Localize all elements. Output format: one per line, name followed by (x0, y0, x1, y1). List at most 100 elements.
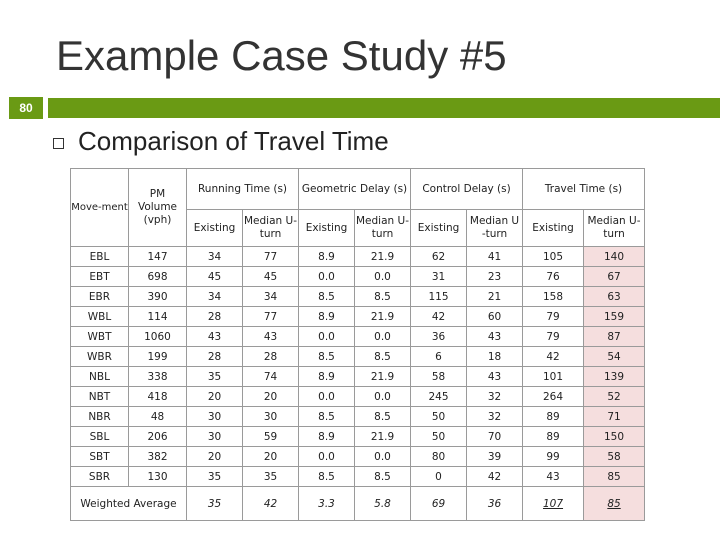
weighted-average-geometric-median: 5.8 (353, 486, 412, 521)
table-row: WBT 1060 43 43 0.0 0.0 36 43 79 87 (70, 326, 646, 347)
cell-running-median: 45 (242, 266, 299, 287)
weighted-average-running-existing: 35 (186, 486, 243, 521)
header-travel-time: Travel Time (s) (522, 168, 646, 210)
cell-running-median: 35 (242, 466, 299, 487)
subheader-control-median: Median U -turn (466, 209, 524, 247)
cell-movement: EBR (70, 286, 129, 307)
table-row: SBL 206 30 59 8.9 21.9 50 70 89 150 (70, 426, 646, 447)
cell-geometric-median: 0.0 (353, 386, 412, 407)
cell-movement: EBL (70, 246, 129, 267)
cell-control-existing: 0 (410, 466, 468, 487)
cell-travel-existing: 42 (522, 346, 585, 367)
cell-running-existing: 45 (186, 266, 243, 287)
cell-travel-existing: 89 (522, 406, 585, 427)
weighted-average-control-median: 36 (466, 486, 524, 521)
cell-control-existing: 245 (410, 386, 468, 407)
cell-running-median: 59 (242, 426, 299, 447)
table-row: EBT 698 45 45 0.0 0.0 31 23 76 67 (70, 266, 646, 287)
weighted-average-geometric-existing: 3.3 (298, 486, 355, 521)
table-body: EBL 147 34 77 8.9 21.9 62 41 105 140 EBT 698 45 45 0.0… (70, 246, 646, 521)
cell-running-existing: 35 (186, 466, 243, 487)
cell-volume: 147 (128, 246, 187, 267)
cell-travel-median: 140 (583, 246, 646, 267)
cell-control-median: 23 (466, 266, 524, 287)
cell-control-median: 39 (466, 446, 524, 467)
cell-control-existing: 31 (410, 266, 468, 287)
cell-running-median: 74 (242, 366, 299, 387)
weighted-average-label: Weighted Average (70, 486, 187, 521)
weighted-average-travel-existing: 107 (522, 486, 585, 521)
table-row: NBR 48 30 30 8.5 8.5 50 32 89 71 (70, 406, 646, 427)
cell-control-existing: 80 (410, 446, 468, 467)
cell-movement: SBT (70, 446, 129, 467)
header-geometric-delay: Geometric Delay (s) (297, 168, 412, 210)
cell-geometric-existing: 8.9 (298, 246, 355, 267)
cell-running-median: 20 (242, 386, 299, 407)
cell-volume: 418 (128, 386, 187, 407)
cell-travel-median: 54 (583, 346, 646, 367)
cell-running-median: 77 (242, 306, 299, 327)
cell-geometric-median: 0.0 (353, 266, 412, 287)
header-running-time: Running Time (s) (186, 168, 299, 210)
cell-geometric-median: 21.9 (353, 246, 412, 267)
cell-geometric-existing: 8.5 (298, 466, 355, 487)
cell-movement: EBT (70, 266, 129, 287)
cell-geometric-median: 0.0 (353, 446, 412, 467)
cell-geometric-existing: 0.0 (298, 326, 355, 347)
cell-volume: 698 (128, 266, 187, 287)
cell-control-median: 41 (466, 246, 524, 267)
cell-control-median: 32 (466, 386, 524, 407)
header-movement: Move-ment (70, 168, 129, 247)
cell-movement: WBR (70, 346, 129, 367)
cell-geometric-median: 8.5 (353, 346, 412, 367)
cell-control-existing: 42 (410, 306, 468, 327)
cell-volume: 390 (128, 286, 187, 307)
cell-travel-median: 67 (583, 266, 646, 287)
cell-travel-median: 52 (583, 386, 646, 407)
cell-travel-median: 71 (583, 406, 646, 427)
cell-geometric-existing: 8.9 (298, 306, 355, 327)
table-row: SBR 130 35 35 8.5 8.5 0 42 43 85 (70, 466, 646, 487)
subheader-control-existing: Existing (410, 209, 468, 247)
cell-volume: 1060 (128, 326, 187, 347)
cell-control-existing: 62 (410, 246, 468, 267)
table-row: NBT 418 20 20 0.0 0.0 245 32 264 52 (70, 386, 646, 407)
weighted-average-running-median: 42 (242, 486, 299, 521)
cell-running-existing: 34 (186, 246, 243, 267)
subheader-running-existing: Existing (186, 209, 243, 247)
cell-running-median: 34 (242, 286, 299, 307)
subheader-geometric-existing: Existing (298, 209, 355, 247)
cell-control-median: 43 (466, 326, 524, 347)
cell-control-median: 42 (466, 466, 524, 487)
cell-travel-median: 159 (583, 306, 646, 327)
cell-geometric-median: 21.9 (353, 426, 412, 447)
cell-geometric-median: 8.5 (353, 466, 412, 487)
cell-movement: SBL (70, 426, 129, 447)
cell-control-existing: 115 (410, 286, 468, 307)
cell-travel-existing: 264 (522, 386, 585, 407)
cell-running-median: 20 (242, 446, 299, 467)
cell-control-existing: 50 (410, 406, 468, 427)
cell-volume: 114 (128, 306, 187, 327)
cell-running-median: 30 (242, 406, 299, 427)
cell-geometric-median: 21.9 (353, 366, 412, 387)
table-row: WBL 114 28 77 8.9 21.9 42 60 79 159 (70, 306, 646, 327)
slide-title: Example Case Study #5 (56, 32, 507, 79)
subheader-geometric-median: Median U-turn (353, 209, 412, 247)
cell-geometric-existing: 8.5 (298, 346, 355, 367)
cell-control-median: 18 (466, 346, 524, 367)
cell-travel-median: 63 (583, 286, 646, 307)
cell-geometric-median: 8.5 (353, 286, 412, 307)
cell-geometric-median: 21.9 (353, 306, 412, 327)
cell-running-existing: 28 (186, 306, 243, 327)
cell-travel-existing: 89 (522, 426, 585, 447)
cell-travel-existing: 101 (522, 366, 585, 387)
cell-geometric-existing: 8.9 (298, 426, 355, 447)
cell-travel-existing: 76 (522, 266, 585, 287)
slide-subtitle: Comparison of Travel Time (78, 126, 389, 156)
cell-control-existing: 6 (410, 346, 468, 367)
cell-running-existing: 30 (186, 406, 243, 427)
cell-volume: 130 (128, 466, 187, 487)
cell-running-existing: 43 (186, 326, 243, 347)
square-bullet-icon (53, 138, 64, 149)
